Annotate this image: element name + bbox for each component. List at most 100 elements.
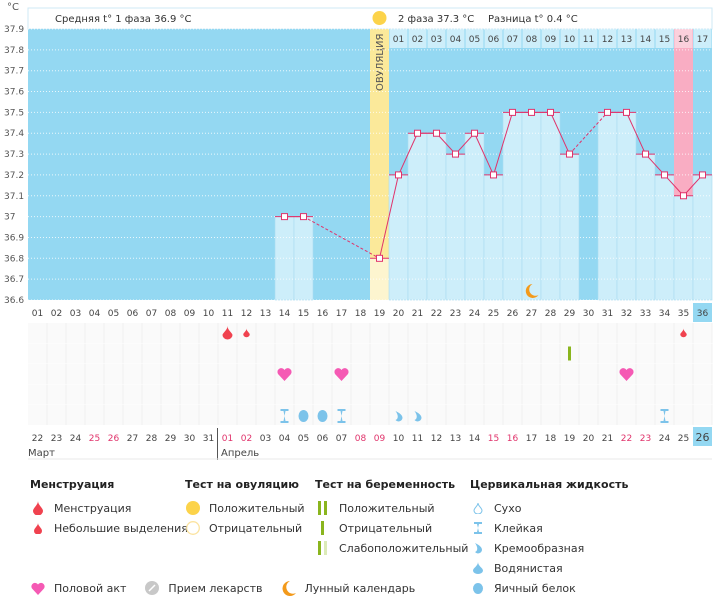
y-tick-label: 36.9 bbox=[4, 233, 24, 243]
date-label: 20 bbox=[583, 434, 595, 444]
heart-icon bbox=[334, 368, 349, 381]
temperature-point bbox=[414, 129, 421, 137]
date-label: 14 bbox=[469, 434, 481, 444]
temperature-bar bbox=[540, 112, 561, 301]
temperature-bar bbox=[502, 112, 523, 301]
ovulation-label: ОВУЛЯЦИЯ bbox=[375, 34, 386, 92]
temperature-point bbox=[471, 129, 478, 137]
cycle-day-label: 15 bbox=[298, 309, 309, 319]
legend-item: Водянистая bbox=[494, 561, 563, 575]
date-label: 29 bbox=[165, 434, 177, 444]
date-label: 21 bbox=[602, 434, 613, 444]
cycle-day-label: 35 bbox=[678, 309, 689, 319]
temperature-bar bbox=[597, 112, 618, 301]
menstruation-icon bbox=[222, 326, 233, 340]
weekend-date-label: 16 bbox=[507, 434, 519, 444]
phase2-day-cell bbox=[617, 29, 636, 48]
egg-white-icon bbox=[470, 582, 486, 594]
watery-icon bbox=[470, 562, 486, 574]
drop-small-icon bbox=[30, 522, 46, 534]
heart-icon bbox=[277, 368, 292, 381]
sticky-icon bbox=[470, 522, 486, 534]
sticky-icon bbox=[337, 409, 346, 423]
temperature-point bbox=[642, 150, 649, 158]
cycle-day-label: 16 bbox=[317, 309, 329, 319]
sticky-icon bbox=[660, 409, 669, 423]
y-tick-label: 37.7 bbox=[4, 67, 24, 77]
cycle-day-label: 06 bbox=[127, 309, 139, 319]
phase2-day-label: 07 bbox=[507, 35, 518, 45]
y-tick-label: 36.8 bbox=[4, 254, 24, 264]
pregnancy-test-negative-icon bbox=[568, 346, 571, 361]
unit-label: °C bbox=[7, 2, 19, 13]
date-label: 24 bbox=[659, 434, 671, 444]
date-label: 12 bbox=[431, 434, 442, 444]
legend-item: Лунный календарь bbox=[304, 581, 416, 595]
temperature-point bbox=[699, 171, 706, 179]
legend-title: Менструация bbox=[30, 478, 115, 491]
y-tick-label: 37.6 bbox=[4, 88, 24, 98]
phase2-day-cell bbox=[560, 29, 579, 48]
phase2-day-label: 15 bbox=[659, 35, 670, 45]
temperature-point bbox=[528, 108, 535, 116]
cycle-day-label: 23 bbox=[450, 309, 461, 319]
phase2-day-label: 04 bbox=[450, 35, 462, 45]
egg-white-icon bbox=[298, 410, 309, 422]
temperature-bar bbox=[616, 112, 637, 301]
dry-icon bbox=[470, 502, 486, 514]
phase2-day-cell bbox=[693, 29, 712, 48]
y-tick-label: 37.1 bbox=[4, 192, 24, 202]
y-tick-label: 37.4 bbox=[4, 129, 24, 139]
test-negative-icon bbox=[315, 521, 331, 535]
temperature-point bbox=[433, 129, 440, 137]
cycle-day-label: 04 bbox=[89, 309, 101, 319]
y-tick-label: 37 bbox=[4, 213, 15, 223]
date-label: 07 bbox=[336, 434, 347, 444]
legend-item: Слабоположительный bbox=[339, 541, 469, 555]
sun-outline-icon bbox=[185, 521, 201, 535]
legend-item: Отрицательный bbox=[209, 521, 303, 535]
phase2-day-cell bbox=[503, 29, 522, 48]
phase2-average: 2 фаза 37.3 °C bbox=[398, 14, 474, 25]
temperature-point bbox=[566, 150, 573, 158]
cycle-day-label: 01 bbox=[32, 309, 43, 319]
drop-big-icon bbox=[30, 501, 46, 515]
phase2-day-label: 05 bbox=[469, 35, 480, 45]
cycle-day-label: 09 bbox=[184, 309, 196, 319]
cycle-day-label: 22 bbox=[431, 309, 442, 319]
cycle-day-label: 33 bbox=[640, 309, 651, 319]
phase2-day-cell bbox=[408, 29, 427, 48]
temperature-point bbox=[300, 213, 307, 221]
phase2-day-label: 14 bbox=[640, 35, 652, 45]
weekend-date-label: 23 bbox=[640, 434, 651, 444]
temperature-line bbox=[493, 112, 513, 176]
cycle-day-label: 03 bbox=[70, 309, 81, 319]
bbt-chart: Средняя t° 1 фаза 36.9 °C 2 фаза 37.3 °C Р… bbox=[4, 2, 713, 460]
date-label: 22 bbox=[32, 434, 43, 444]
y-tick-label: 37.8 bbox=[4, 46, 24, 56]
phase2-day-label: 03 bbox=[431, 35, 442, 45]
moon-icon bbox=[281, 580, 297, 596]
legend-item: Половой акт bbox=[54, 581, 127, 595]
temperature-line bbox=[550, 112, 570, 155]
phase2-day-label: 16 bbox=[678, 35, 690, 45]
date-label: 19 bbox=[564, 434, 576, 444]
temperature-point bbox=[623, 108, 630, 116]
cycle-day-label: 34 bbox=[659, 309, 671, 319]
phase2-day-cell bbox=[522, 29, 541, 48]
test-weak-icon bbox=[315, 541, 331, 555]
legend-item: Небольшие выделения bbox=[54, 521, 188, 535]
cycle-day-label: 27 bbox=[526, 309, 537, 319]
moon-icon bbox=[525, 284, 539, 298]
current-day-highlight bbox=[693, 303, 712, 322]
phase2-day-label: 06 bbox=[488, 35, 500, 45]
y-tick-label: 37.3 bbox=[4, 150, 24, 160]
phase2-day-label: 13 bbox=[621, 35, 632, 45]
heart-icon bbox=[619, 368, 634, 381]
date-label: 25 bbox=[678, 434, 689, 444]
weekend-date-label: 22 bbox=[621, 434, 632, 444]
phase2-day-cell bbox=[579, 29, 598, 48]
weekend-date-label: 08 bbox=[355, 434, 367, 444]
legend-menstruation: Менструация Менструация Небольшие выделе… bbox=[30, 478, 188, 538]
creamy-icon bbox=[470, 542, 486, 554]
